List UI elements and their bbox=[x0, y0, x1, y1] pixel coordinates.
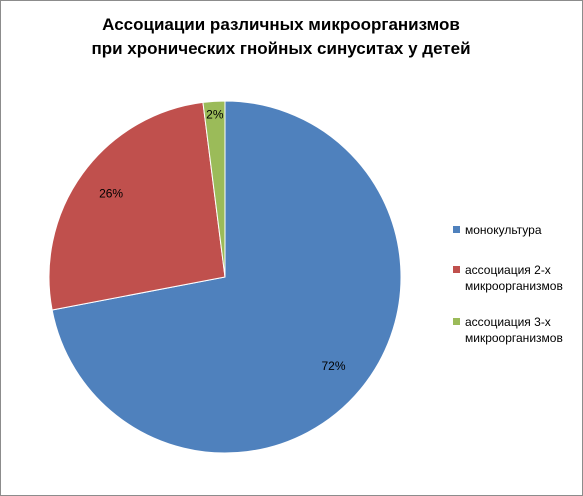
pie-slice bbox=[51, 100, 402, 454]
legend-swatch bbox=[453, 318, 460, 325]
pie-slice bbox=[48, 101, 226, 311]
legend-label: монокультура bbox=[465, 223, 542, 237]
legend-item: ассоциация 2-х микроорганизмов bbox=[453, 262, 578, 294]
legend-swatch bbox=[453, 266, 460, 273]
legend-item: монокультура bbox=[453, 222, 578, 238]
data-label: 2% bbox=[206, 108, 224, 122]
legend-swatch bbox=[453, 226, 460, 233]
legend-label: ассоциация 2-х микроорганизмов bbox=[465, 263, 563, 293]
legend-item: ассоциация 3-х микроорганизмов bbox=[453, 314, 578, 346]
data-label: 26% bbox=[99, 186, 123, 200]
chart-title: Ассоциации различных микроорганизмов при… bbox=[91, 15, 471, 58]
pie-slice bbox=[202, 100, 226, 278]
data-label: 72% bbox=[321, 359, 345, 373]
legend-label: ассоциация 3-х микроорганизмов bbox=[465, 315, 563, 345]
